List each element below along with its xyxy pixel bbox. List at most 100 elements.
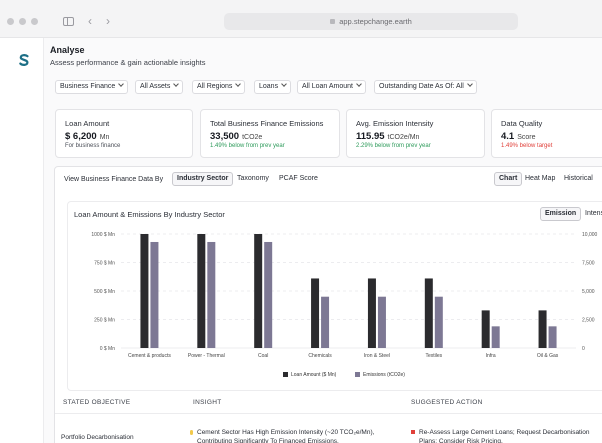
url-text: app.stepchange.earth [339,17,412,26]
insight-cell: Cement Sector Has High Emission Intensit… [190,428,400,443]
kpi-label: Total Business Finance Emissions [210,119,324,128]
right-tick-label: 0 [582,346,585,352]
kpi-note: 2.29% below from prev year [356,143,431,149]
filter-assets[interactable]: All Assets [135,80,184,94]
bar-emissions [150,241,159,348]
metric-tab-intensity[interactable]: Intens [585,210,602,217]
main-content: Analyse Assess performance & gain action… [44,38,602,443]
bar-loan-amount [311,278,320,348]
left-tick-label: 500 $ Mn [94,289,115,295]
left-rail [0,38,44,443]
bar-emissions [321,296,330,348]
legend-swatch-emissions [355,372,360,377]
tab-historical[interactable]: Historical [564,175,593,182]
window-zoom-dot[interactable] [31,18,38,25]
address-bar[interactable]: app.stepchange.earth [224,13,518,30]
right-tick-label: 10,000 [582,232,598,238]
kpi-value: 4.1 Score [501,131,536,142]
bar-loan-amount [254,234,263,348]
filter-outstanding-date[interactable]: Outstanding Date As Of: All [374,80,477,94]
filter-label: Outstanding Date As Of: All [379,83,464,90]
table-divider [55,413,602,414]
left-tick-label: 750 $ Mn [94,261,115,267]
category-tick-label: Oil & Gas [537,353,559,359]
category-tick-label: Infra [486,353,496,359]
category-tick-label: Coal [258,353,268,359]
page-subtitle: Assess performance & gain actionable ins… [50,58,206,67]
flag-icon [411,430,415,434]
view-by-label: View Business Finance Data By [64,176,164,183]
bar-loan-amount [481,310,490,348]
legend-label-loan: Loan Amount ($ Mn) [291,372,337,378]
kpi-label: Loan Amount [65,119,110,128]
tab-pcaf-score[interactable]: PCAF Score [279,175,318,182]
kpi-card-total-emissions: Total Business Finance Emissions 33,500 t… [200,109,340,158]
filter-label: All Loan Amount [302,83,353,90]
metric-tab-emission[interactable]: Emission [540,207,582,221]
window-minimize-dot[interactable] [19,18,26,25]
chart-card: Loan Amount & Emissions By Industry Sect… [67,201,602,391]
kpi-value: 115.95 tCO2e/Mn [356,131,420,142]
bar-emissions [491,326,500,348]
column-header-objective: STATED OBJECTIVE [63,399,131,406]
right-tick-label: 7,500 [582,261,595,267]
column-header-insight: INSIGHT [193,399,222,406]
kpi-note: For business finance [65,143,121,149]
kpi-value: $ 6,200 Mn [65,131,110,142]
tab-heat-map[interactable]: Heat Map [525,175,556,182]
chevron-down-icon [466,81,473,87]
bar-loan-amount [367,278,376,348]
bar-emissions [434,296,443,348]
analysis-panel: View Business Finance Data By Industry S… [54,166,602,443]
filter-label: Loans [259,83,279,90]
kpi-note: 1.49% below target [501,143,553,149]
forward-arrow-icon[interactable]: › [106,14,110,28]
loan-emissions-bar-chart: 0 $ Mn 0 250 $ Mn 2,500 500 $ Mn 5,000 750 $ M… [91,232,598,378]
objective-cell: Portfolio Decarbonisation [61,434,134,441]
chevron-down-icon [235,81,242,87]
filter-regions[interactable]: All Regions [192,80,246,94]
kpi-label: Avg. Emission Intensity [356,119,434,128]
action-cell: Re-Assess Large Cement Loans; Request De… [411,428,602,443]
filter-label: Business Finance [60,83,116,90]
filter-label: All Regions [197,83,233,90]
kpi-label: Data Quality [501,119,543,128]
tab-taxonomy[interactable]: Taxonomy [237,175,269,182]
bar-emissions [548,326,557,348]
lock-icon [330,19,336,24]
left-tick-label: 1000 $ Mn [91,232,115,238]
legend-swatch-loan [283,372,288,377]
window-close-dot[interactable] [7,18,14,25]
category-tick-label: Chemicals [308,353,332,359]
right-tick-label: 2,500 [582,318,595,324]
bar-emissions [377,296,386,348]
left-tick-label: 0 $ Mn [100,346,116,352]
chart-title: Loan Amount & Emissions By Industry Sect… [74,210,225,219]
chevron-down-icon [281,81,287,87]
back-arrow-icon[interactable]: ‹ [88,14,92,28]
bar-emissions [207,241,216,348]
bar-emissions [264,241,273,348]
right-tick-label: 5,000 [582,289,595,295]
tab-chart[interactable]: Chart [494,172,523,186]
filter-business-finance[interactable]: Business Finance [55,80,129,94]
legend-label-emissions: Emissions (tCO2e) [363,372,405,378]
left-tick-label: 250 $ Mn [94,318,115,324]
category-tick-label: Power - Thermal [188,353,225,359]
page-title: Analyse [50,45,85,55]
kpi-card-loan-amount: Loan Amount $ 6,200 Mn For business finan… [55,109,193,158]
stepchange-logo-icon[interactable] [16,52,32,68]
category-tick-label: Cement & products [128,353,171,359]
filter-loan-amount[interactable]: All Loan Amount [297,80,366,94]
tab-industry-sector[interactable]: Industry Sector [172,172,234,186]
bar-loan-amount [538,310,547,348]
filter-loans[interactable]: Loans [254,80,292,94]
bar-loan-amount [424,278,433,348]
chevron-down-icon [173,81,180,87]
insights-table: STATED OBJECTIVE INSIGHT SUGGESTED ACTIO… [55,391,602,443]
browser-titlebar: ‹ › app.stepchange.earth [0,0,602,38]
chevron-down-icon [118,81,125,87]
bar-loan-amount [140,234,149,348]
sidebar-toggle-icon[interactable] [63,17,74,26]
category-tick-label: Textiles [425,353,442,359]
